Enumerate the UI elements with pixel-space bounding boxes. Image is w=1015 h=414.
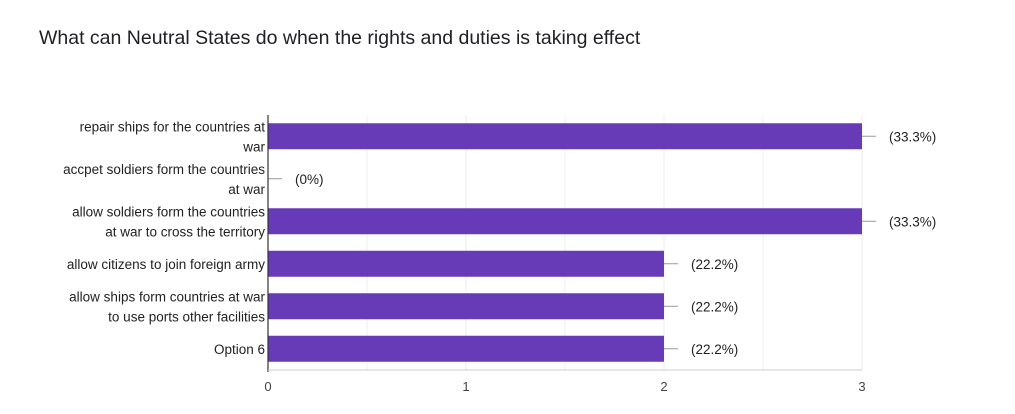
category-label: at war to cross the territory	[105, 224, 265, 239]
value-label: (22.2%)	[691, 299, 738, 314]
category-label: Option 6	[214, 342, 265, 357]
x-tick-label: 3	[858, 379, 865, 394]
category-label: at war	[228, 182, 265, 197]
category-label: war	[242, 139, 265, 154]
value-label: (0%)	[295, 172, 324, 187]
bar	[268, 208, 862, 235]
bar	[268, 335, 664, 362]
bar	[268, 123, 862, 150]
category-label: allow citizens to join foreign army	[67, 257, 265, 272]
bar	[268, 250, 664, 277]
value-label: (22.2%)	[691, 342, 738, 357]
x-tick-label: 0	[264, 379, 271, 394]
value-label: (22.2%)	[691, 257, 738, 272]
category-label: accpet soldiers form the countries	[63, 162, 265, 177]
chart-title: What can Neutral States do when the righ…	[39, 27, 641, 49]
category-label: allow soldiers form the countries	[72, 204, 265, 219]
category-label: allow ships form countries at war	[69, 289, 265, 304]
category-label: repair ships for the countries at	[80, 119, 266, 134]
bar	[268, 293, 664, 320]
x-tick-label: 2	[660, 379, 667, 394]
value-label: (33.3%)	[889, 129, 936, 144]
category-label: to use ports other facilities	[108, 309, 265, 324]
x-tick-label: 1	[462, 379, 469, 394]
value-label: (33.3%)	[889, 214, 936, 229]
